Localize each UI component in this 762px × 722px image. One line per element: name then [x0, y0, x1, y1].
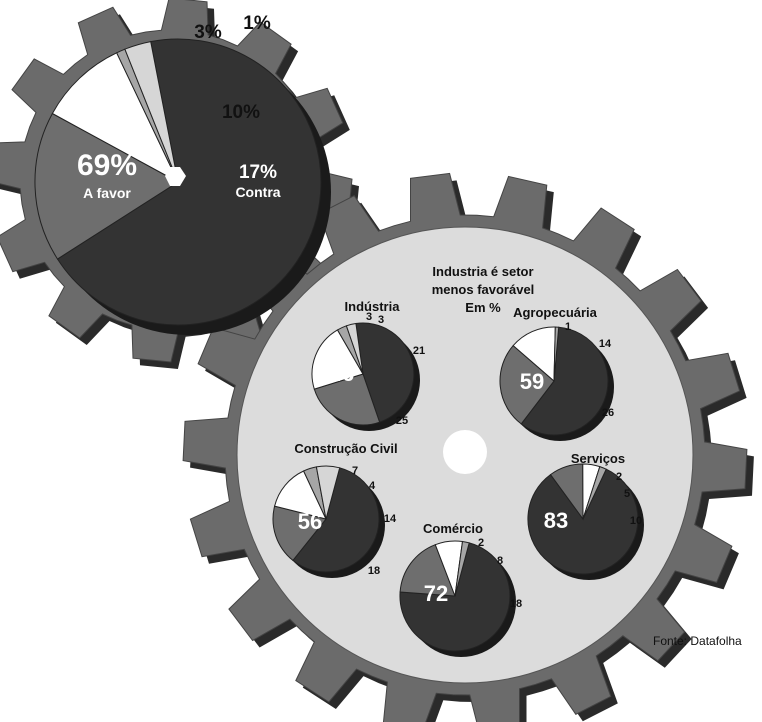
pie-comercio-slice-1 [399, 544, 456, 597]
pie-industria [311, 322, 420, 431]
pie-construcao-title: Construção Civil [294, 441, 397, 456]
overall-label-small: 1% [243, 13, 271, 34]
pie-agropecuaria-title: Agropecuária [513, 305, 598, 320]
pie-industria-label-4: 3 [366, 311, 372, 323]
pie-comercio-label-3: 2 [478, 537, 484, 549]
pie-industria-label-1: 25 [396, 415, 408, 427]
pie-servicos-title: Serviços [571, 451, 625, 466]
overall-label-contra: Contra [235, 184, 280, 200]
pie-comercio-label-1: 18 [510, 598, 522, 610]
overall-label-a-favor: A favor [83, 185, 131, 201]
pie-comercio [399, 540, 516, 657]
pie-agropecuaria-slice-0 [520, 326, 609, 436]
pie-construcao-slice-0 [292, 467, 380, 573]
overall-label-white: 10% [222, 102, 260, 123]
pie-industria-slice-4 [345, 322, 364, 375]
pie-industria-slice-2 [311, 329, 364, 390]
overall-label-light: 3% [194, 22, 222, 43]
pie-agropecuaria-slice-3 [553, 326, 560, 382]
pie-overall-slice-2 [51, 52, 180, 184]
pie-servicos-label-1: 10 [630, 515, 642, 527]
pie-comercio-label-2: 8 [497, 555, 503, 567]
pie-industria-label-3: 3 [378, 314, 384, 326]
pie-charts [34, 38, 644, 657]
pie-overall-slice-4 [124, 41, 179, 183]
pie-agropecuaria-label-2: 14 [599, 338, 612, 350]
pie-servicos [527, 463, 644, 580]
pie-construcao-label-1: 18 [368, 565, 380, 577]
big-gear-hub [443, 430, 487, 474]
pie-agropecuaria-label-3: 1 [565, 321, 571, 333]
pie-overall [34, 38, 331, 335]
pie-servicos-slice-0 [527, 468, 639, 575]
pie-servicos-slice-3 [582, 465, 607, 520]
pie-servicos-label-2: 5 [624, 488, 630, 500]
pie-industria-title: Indústria [345, 299, 401, 314]
pie-industria-slice-0 [355, 322, 415, 423]
pie-agropecuaria-slice-1 [499, 344, 555, 425]
pie-agropecuaria-label-1: 26 [602, 407, 614, 419]
sector-title-line-2: menos favorável [432, 282, 535, 297]
pie-overall-slice-0 [56, 38, 322, 326]
pie-construcao-label-4: 7 [352, 465, 358, 477]
pie-industria-label-2: 21 [413, 345, 425, 357]
pie-construcao-label-0: 56 [298, 509, 322, 534]
pie-servicos-label-3: 2 [616, 471, 622, 483]
pie-servicos-label-0: 83 [544, 508, 568, 533]
pie-comercio-title: Comércio [423, 521, 483, 536]
pie-construcao-label-2: 14 [384, 513, 397, 525]
pie-industria-slice-1 [313, 373, 381, 426]
sector-title-block: Industria é setor menos favorável Em % [432, 264, 535, 315]
overall-label-contra-pct: 17% [239, 162, 277, 183]
pie-construcao-slice-4 [315, 465, 341, 520]
pie-comercio-slice-0 [399, 542, 511, 652]
sector-title-line-1: Industria é setor [432, 264, 533, 279]
pie-comercio-slice-3 [454, 540, 470, 597]
pie-construcao-label-3: 4 [369, 480, 376, 492]
pie-overall-slice-1 [34, 112, 179, 260]
chart-labels: 69%A favor17%Contra10%1%3%Indústria46252… [77, 13, 642, 610]
pie-agropecuaria-label-0: 59 [520, 369, 544, 394]
pie-construcao [272, 465, 385, 578]
pie-industria-label-0: 46 [330, 361, 354, 386]
pie-agropecuaria [499, 326, 614, 441]
source-note: Fonte: Datafolha [653, 634, 742, 648]
overall-label-a-favor-pct: 69% [77, 149, 137, 182]
pie-construcao-slice-1 [272, 505, 327, 562]
pie-comercio-label-0: 72 [424, 581, 448, 606]
top-gear-hub [165, 167, 186, 186]
sector-title-line-3: Em % [465, 300, 501, 315]
